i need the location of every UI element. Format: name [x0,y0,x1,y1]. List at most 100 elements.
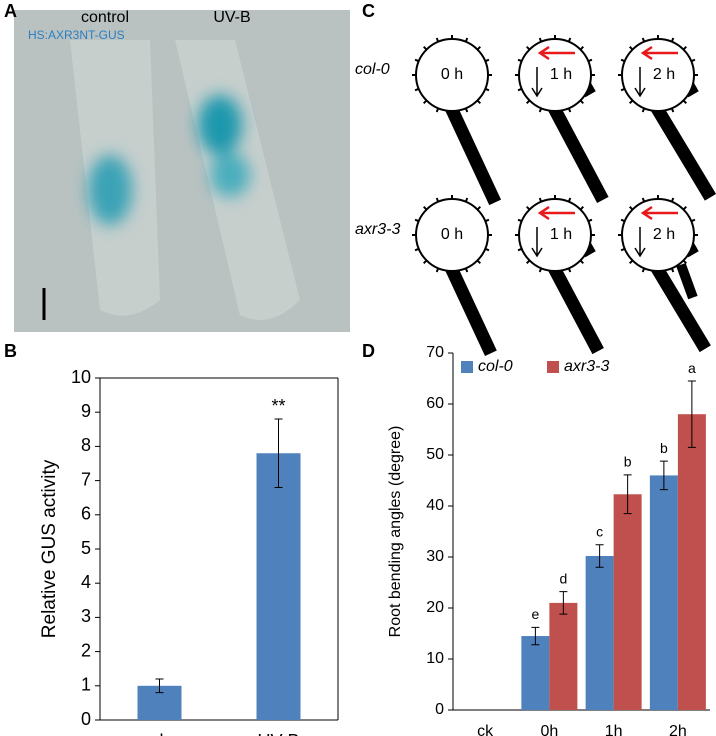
disc-tick [670,107,675,113]
diagram: col-0 0 h 1 h 2 h axr3-3 0 h 1 h 2 h [355,35,716,357]
y-axis-label: Root bending angles (degree) [387,426,404,638]
bar [521,636,550,710]
disc-tick [641,37,646,43]
gravity-arrow [634,227,646,258]
disc-tick [476,46,481,51]
disc-tick [464,197,469,203]
disc-tick [435,267,440,273]
significance-label: ** [271,396,285,416]
y-tick-label: 40 [426,497,444,514]
y-tick-label: 20 [426,599,444,616]
error-bar [155,678,164,694]
disc-tick [682,99,687,104]
y-tick-label: 10 [71,367,91,387]
gravity-arrow [531,227,543,258]
y-tick-label: 30 [426,548,444,565]
time-label: 1 h [550,226,572,243]
x-tick-label: UV-B [257,731,299,736]
y-tick-label: 0 [81,709,91,729]
disc-tick [641,267,646,273]
disc-tick [435,197,440,203]
disc-tick [435,107,440,113]
disc-tick [587,218,593,223]
disc-tick [414,218,420,223]
legend-label: axr3-3 [564,358,609,375]
root-stem [444,264,497,357]
disc-tick [682,206,687,211]
bar [585,555,614,710]
disc-tick [690,87,696,92]
image-label: UV-B [213,9,250,26]
rotation-arrow [640,205,678,221]
disc-tick [517,58,523,63]
panel-label: A [4,1,17,21]
time-label: 2 h [653,226,675,243]
error-bar [595,544,604,568]
disc-tick [464,107,469,113]
disc-tick [414,58,420,63]
disc-tick [629,46,634,51]
disc-tick [423,259,428,264]
root-stem [650,263,711,353]
disc-tick [538,37,543,43]
disc-tick [620,247,626,252]
root-tip [676,262,698,300]
disc-tick [484,218,490,223]
disc-tick [538,267,543,273]
disc-tick [567,37,572,43]
disc-tick [690,58,696,63]
disc-tick [484,58,490,63]
disc-tick [484,247,490,252]
disc-tick [435,37,440,43]
time-label: 0 h [441,226,463,243]
y-tick-label: 10 [426,650,444,667]
disc-tick [517,247,523,252]
disc-tick [526,259,531,264]
row-label: col-0 [355,61,390,78]
gravity-arrow [634,67,646,98]
disc-tick [414,247,420,252]
disc-tick [587,87,593,92]
image-label: control [81,9,129,26]
disc-tick [423,46,428,51]
disc-tick [641,197,646,203]
significance-label: d [559,570,567,586]
disc-tick [476,99,481,104]
disc-tick [538,197,543,203]
y-tick-label: 5 [81,538,91,558]
legend-swatch [461,361,473,373]
error-bar [531,626,540,646]
disc-tick [423,206,428,211]
error-bar [687,380,696,448]
disc-tick [579,206,584,211]
disc-tick [464,37,469,43]
image-caption: HS:AXR3NT-GUS [28,28,125,42]
bar [549,602,578,710]
root-stem [444,104,502,206]
time-label: 1 h [550,66,572,83]
disc-tick [587,58,593,63]
root-stem [547,104,609,203]
significance-label: c [596,523,603,539]
disc-tick [538,107,543,113]
disc-tick [620,87,626,92]
error-bar [659,460,668,491]
time-label: 0 h [441,66,463,83]
disc-tick [526,99,531,104]
disc-tick [567,197,572,203]
bar [677,414,706,710]
disc-tick [476,259,481,264]
gus-stain [88,95,250,225]
legend-swatch [547,361,559,373]
disc-tick [579,46,584,51]
row-label: axr3-3 [355,221,400,238]
x-tick-label: ck [151,731,170,736]
significance-label: a [688,360,696,376]
disc-tick [423,99,428,104]
disc-tick [526,46,531,51]
disc-tick [620,218,626,223]
x-tick-label: 0h [540,723,558,736]
disc-tick [641,107,646,113]
panel-label: B [4,341,17,361]
time-label: 2 h [653,66,675,83]
